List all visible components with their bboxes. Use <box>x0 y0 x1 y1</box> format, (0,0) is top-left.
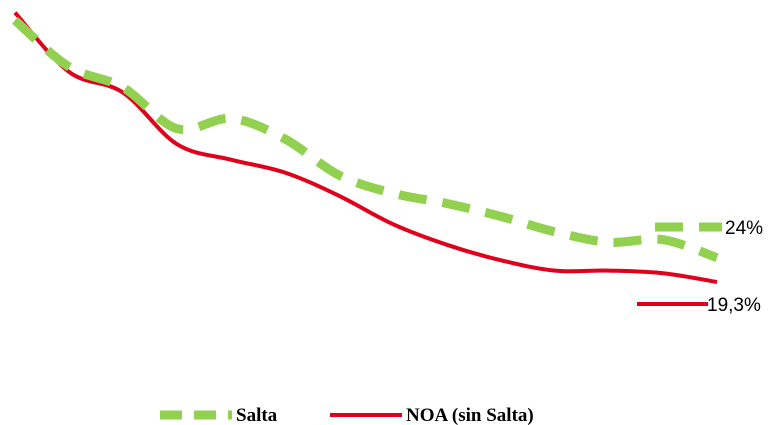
end-label-noa: 19,3% <box>707 295 761 316</box>
legend-label-noa: NOA (sin Salta) <box>406 405 534 425</box>
end-label-salta: 24% <box>725 218 763 239</box>
end-labels: 24% 19,3% <box>637 218 763 316</box>
series-line-salta <box>12 16 719 262</box>
legend: Salta NOA (sin Salta) <box>160 405 534 425</box>
legend-label-salta: Salta <box>236 405 278 425</box>
plot-area <box>12 11 719 284</box>
series-line-noa <box>13 11 718 284</box>
